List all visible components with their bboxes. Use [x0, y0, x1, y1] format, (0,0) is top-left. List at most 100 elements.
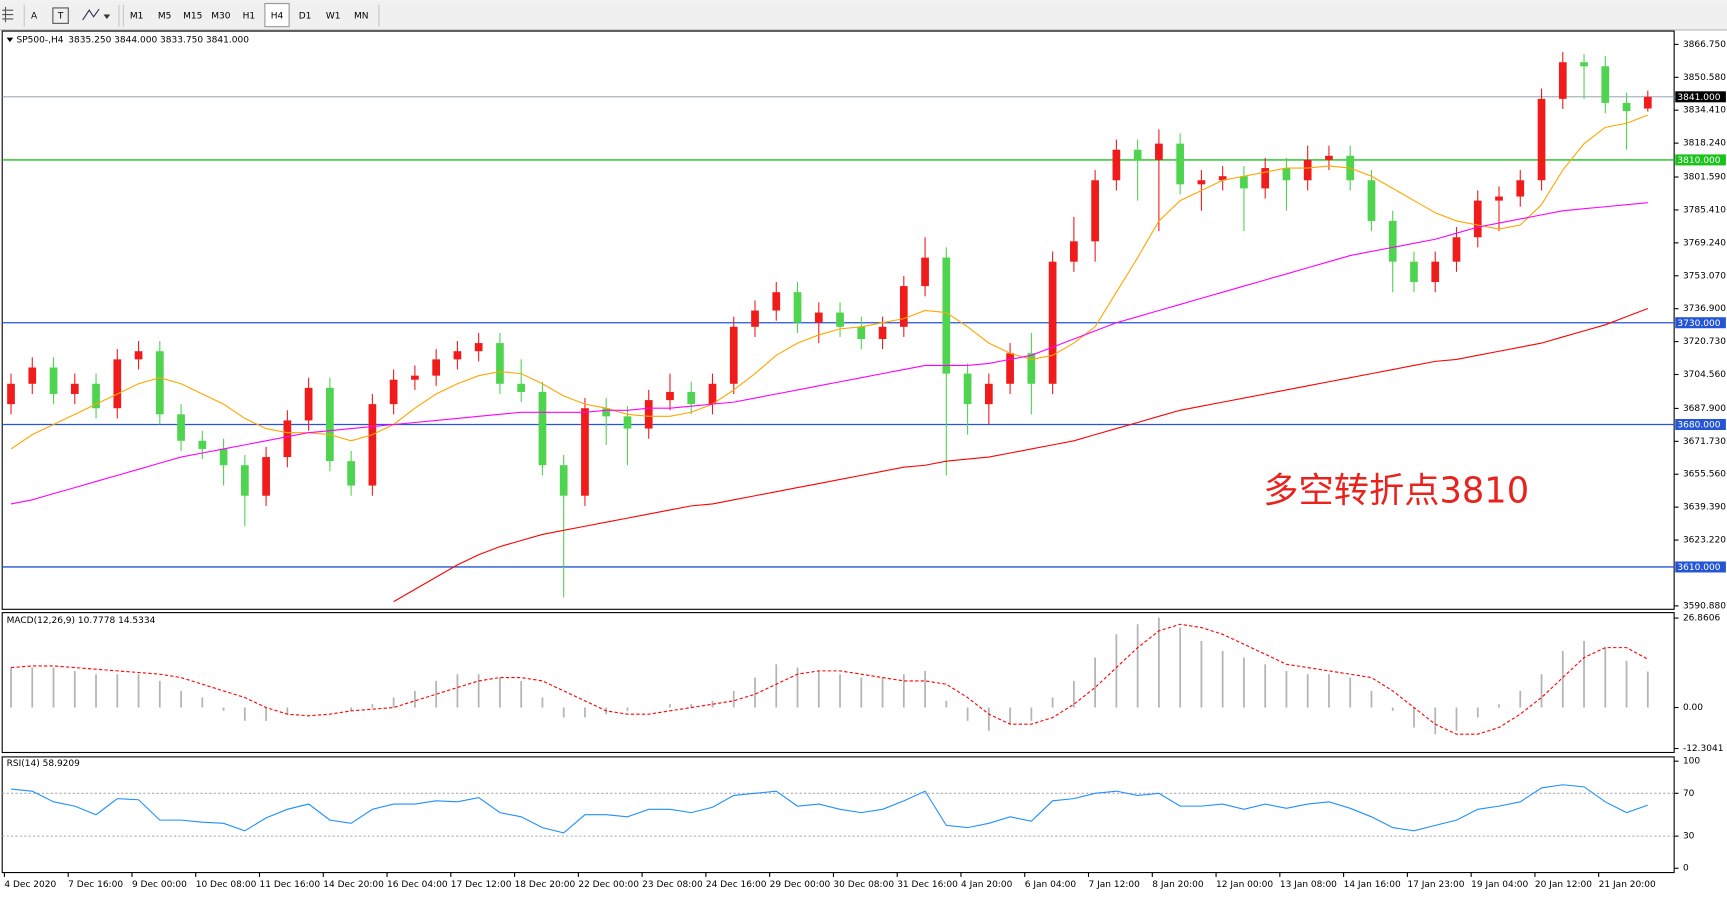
candle-body: [1601, 66, 1610, 103]
timeframe-button[interactable]: H1: [243, 12, 256, 22]
y-tick-label: 0.00: [1683, 703, 1703, 713]
candle-body: [1091, 180, 1099, 242]
timeframe-button[interactable]: H4: [271, 12, 284, 22]
dropdown-arrow[interactable]: [103, 14, 111, 19]
text-label-icon[interactable]: [52, 7, 69, 24]
candle-body: [1133, 149, 1142, 160]
x-tick-label: 22 Dec 00:00: [578, 880, 639, 890]
candle-body: [559, 465, 568, 496]
symbol-marker: [6, 37, 14, 43]
candle-body: [474, 343, 483, 352]
y-tick-label: 3736.900: [1683, 304, 1726, 314]
candle-body: [1112, 149, 1121, 181]
price-tag-label: 3841.000: [1677, 93, 1720, 103]
candle-body: [1261, 168, 1270, 189]
x-tick-label: 17 Dec 12:00: [451, 880, 512, 890]
timeframe-button[interactable]: M5: [158, 12, 172, 22]
candle-body: [814, 312, 823, 323]
candle-body: [984, 383, 993, 405]
candle-body: [1303, 159, 1312, 181]
y-tick-label: 3655.560: [1683, 470, 1726, 480]
candle-body: [729, 326, 738, 384]
timeframe-button[interactable]: D1: [299, 12, 312, 22]
timeframe-button[interactable]: W1: [326, 12, 341, 22]
moving-average: [393, 307, 1649, 603]
y-tick-label: 3720.730: [1683, 337, 1726, 347]
candle-body: [1452, 237, 1461, 262]
candle-body: [1410, 261, 1418, 283]
timeframe-button[interactable]: M1: [130, 12, 144, 22]
candle-body: [1495, 196, 1503, 201]
candle-body: [92, 383, 100, 409]
price-tag: [1675, 91, 1726, 103]
candle-body: [1431, 261, 1440, 283]
moving-average: [10, 114, 1649, 450]
shapes-icon[interactable]: [82, 8, 100, 21]
candle-body: [1218, 176, 1227, 181]
y-tick-label: 3866.750: [1683, 40, 1726, 50]
x-tick-label: 12 Jan 00:00: [1216, 880, 1273, 890]
candle-body: [942, 257, 951, 374]
x-tick-label: 24 Dec 16:00: [706, 880, 767, 890]
candle-body: [219, 448, 228, 466]
x-tick-label: 13 Jan 08:00: [1280, 880, 1337, 890]
y-tick-label: 3623.220: [1683, 536, 1726, 546]
price-tag-label: 3680.000: [1677, 421, 1720, 431]
candle-body: [644, 400, 653, 429]
timeframe-button[interactable]: M15: [183, 12, 202, 22]
y-tick-label: 3769.240: [1683, 238, 1726, 248]
candle-body: [751, 310, 759, 327]
candle-body: [198, 440, 207, 449]
price-tag-label: 3610.000: [1677, 563, 1720, 573]
candle-body: [708, 383, 717, 405]
candle-body: [1155, 143, 1163, 160]
price-tag: [1675, 154, 1726, 166]
grid-icon[interactable]: [2, 6, 14, 23]
candle-body: [70, 383, 79, 394]
candle-body: [1622, 102, 1631, 112]
timeframe-button[interactable]: M30: [211, 12, 231, 22]
candle-body: [432, 359, 441, 376]
x-tick-label: 14 Dec 20:00: [323, 880, 384, 890]
x-tick-label: 8 Jan 20:00: [1152, 880, 1204, 890]
candle-body: [283, 420, 292, 458]
text-label-glyph: T: [57, 12, 64, 22]
text-tool[interactable]: A: [31, 12, 38, 22]
x-tick-label: 23 Dec 08:00: [642, 880, 703, 890]
candle-body: [666, 391, 674, 401]
candle-body: [49, 367, 58, 394]
x-tick-label: 4 Dec 2020: [4, 880, 56, 890]
candle-body: [1325, 155, 1333, 160]
x-tick-label: 20 Jan 12:00: [1535, 880, 1592, 890]
candle-body: [538, 391, 547, 466]
candle-body: [623, 416, 632, 429]
candle-body: [304, 387, 313, 421]
candle-body: [177, 414, 185, 441]
candle-body: [1006, 353, 1014, 384]
candle-body: [1537, 98, 1546, 181]
drawing-tools: T: [2, 4, 380, 27]
x-tick-label: 10 Dec 08:00: [196, 880, 257, 890]
candle-body: [1240, 176, 1248, 189]
x-tick-label: 16 Dec 04:00: [387, 880, 448, 890]
price-tag-label: 3730.000: [1677, 319, 1720, 329]
candle-body: [7, 383, 15, 405]
x-tick-label: 19 Jan 04:00: [1471, 880, 1528, 890]
ohlc-values: 3835.250 3844.000 3833.750 3841.000: [68, 35, 249, 45]
y-tick-label: 3850.580: [1683, 73, 1726, 83]
x-tick-label: 7 Jan 12:00: [1089, 880, 1141, 890]
candle-body: [1070, 241, 1078, 262]
x-tick-label: 14 Jan 16:00: [1344, 880, 1401, 890]
timeframe-button[interactable]: MN: [354, 12, 369, 22]
main-pane: [1, 30, 1675, 610]
candle-body: [28, 367, 37, 384]
y-tick-label: 3785.410: [1683, 205, 1726, 215]
macd-pane: [1, 612, 1675, 754]
candle-body: [134, 351, 143, 360]
price-tag: [1675, 317, 1726, 329]
x-tick-label: 7 Dec 16:00: [68, 880, 123, 890]
y-tick-label: 3834.410: [1683, 106, 1726, 116]
rsi-pane: [1, 756, 1675, 874]
